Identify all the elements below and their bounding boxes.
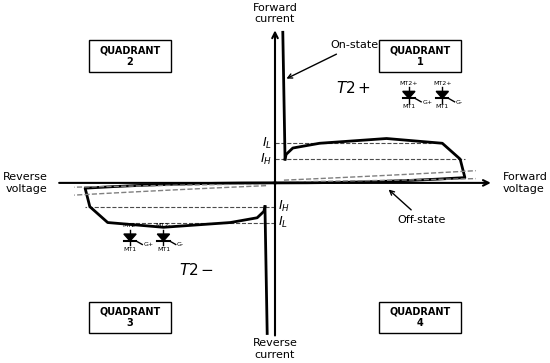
Text: $I_H$: $I_H$ [260, 152, 272, 167]
Text: QUADRANT
4: QUADRANT 4 [389, 307, 450, 329]
Text: QUADRANT
3: QUADRANT 3 [100, 307, 161, 329]
Text: MT1: MT1 [436, 104, 449, 109]
Text: G+: G+ [422, 100, 432, 105]
FancyBboxPatch shape [89, 302, 171, 334]
FancyBboxPatch shape [379, 40, 461, 72]
Text: G+: G+ [144, 242, 153, 248]
Text: MT2+: MT2+ [400, 81, 418, 86]
Text: QUADRANT
1: QUADRANT 1 [389, 45, 450, 67]
Text: MT2-: MT2- [156, 223, 171, 228]
Text: G-: G- [177, 242, 184, 248]
Text: $I_H$: $I_H$ [278, 199, 290, 214]
Polygon shape [403, 91, 415, 98]
Polygon shape [436, 91, 448, 98]
Text: Forward
voltage: Forward voltage [503, 172, 547, 194]
Polygon shape [124, 234, 136, 241]
Text: MT1: MT1 [402, 104, 415, 109]
Text: QUADRANT
2: QUADRANT 2 [100, 45, 161, 67]
Text: MT2-: MT2- [122, 223, 138, 228]
Text: MT2+: MT2+ [433, 81, 452, 86]
Text: Reverse
voltage: Reverse voltage [3, 172, 47, 194]
Text: $I_L$: $I_L$ [262, 136, 272, 151]
Text: G-: G- [456, 100, 463, 105]
Text: MT1: MT1 [157, 247, 170, 252]
Text: MT1: MT1 [123, 247, 136, 252]
FancyBboxPatch shape [379, 302, 461, 334]
Polygon shape [157, 234, 169, 241]
Text: Forward
current: Forward current [252, 3, 298, 24]
FancyBboxPatch shape [89, 40, 171, 72]
Text: $I_L$: $I_L$ [278, 215, 288, 230]
Text: Off-state: Off-state [390, 191, 446, 225]
Text: $T2-$: $T2-$ [179, 262, 214, 278]
Text: $T2+$: $T2+$ [336, 80, 371, 96]
Text: On-state: On-state [288, 40, 379, 78]
Text: Reverse
current: Reverse current [252, 338, 298, 360]
